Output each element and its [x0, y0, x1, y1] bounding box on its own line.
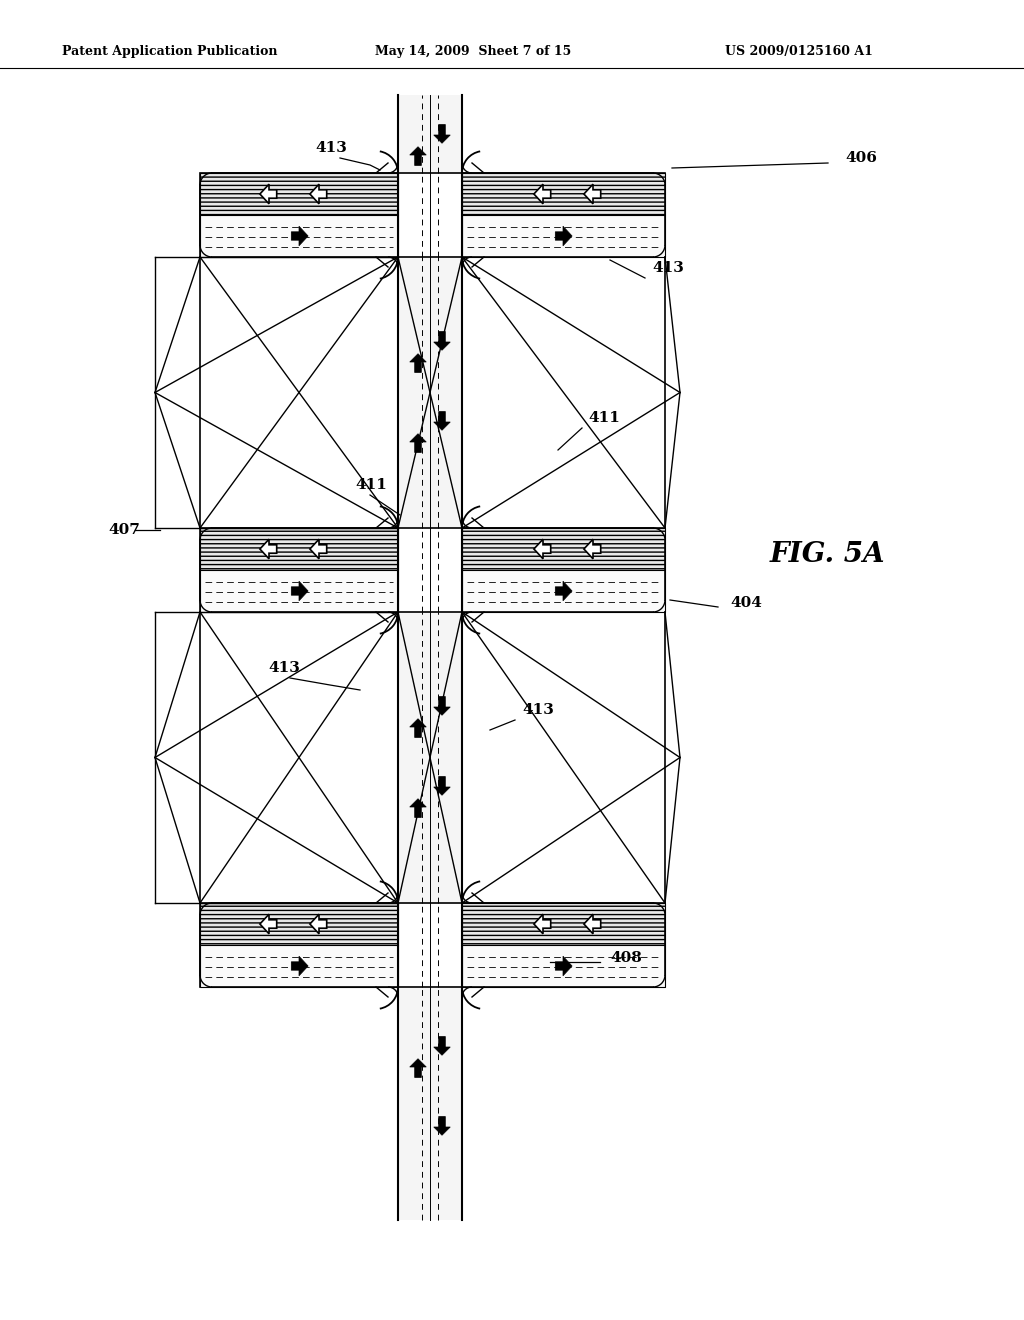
Polygon shape	[555, 956, 572, 975]
Bar	[200, 173, 398, 257]
Polygon shape	[584, 185, 601, 203]
Bar	[398, 173, 462, 257]
Polygon shape	[555, 581, 572, 601]
Bar	[200, 945, 398, 987]
Bar	[200, 570, 398, 612]
Polygon shape	[434, 331, 451, 350]
Bar	[398, 903, 462, 987]
Polygon shape	[291, 581, 308, 601]
Polygon shape	[584, 915, 601, 933]
Polygon shape	[410, 799, 426, 817]
Text: US 2009/0125160 A1: US 2009/0125160 A1	[725, 45, 872, 58]
Text: 411: 411	[588, 411, 620, 425]
Text: 413: 413	[315, 141, 347, 154]
Bar	[200, 528, 398, 612]
Text: 413: 413	[268, 661, 300, 675]
Text: 413: 413	[652, 261, 684, 275]
Bar	[398, 612, 462, 903]
Polygon shape	[534, 539, 551, 558]
Polygon shape	[434, 412, 451, 430]
Bar	[462, 570, 665, 612]
Bar	[200, 903, 398, 945]
Polygon shape	[291, 226, 308, 246]
Polygon shape	[555, 226, 572, 246]
Polygon shape	[410, 719, 426, 738]
Bar	[398, 987, 462, 1220]
Text: 404: 404	[730, 597, 762, 610]
Bar	[462, 173, 665, 215]
Bar	[462, 945, 665, 987]
Polygon shape	[310, 539, 327, 558]
Polygon shape	[260, 185, 276, 203]
Polygon shape	[434, 776, 451, 795]
Bar	[462, 903, 665, 987]
Bar	[200, 903, 398, 987]
Polygon shape	[260, 915, 276, 933]
Bar	[398, 528, 462, 612]
Polygon shape	[410, 354, 426, 372]
Polygon shape	[260, 539, 276, 558]
Polygon shape	[434, 1117, 451, 1135]
Text: 406: 406	[845, 150, 877, 165]
Polygon shape	[434, 697, 451, 715]
Polygon shape	[534, 185, 551, 203]
Text: FIG. 5A: FIG. 5A	[770, 541, 886, 569]
Bar	[462, 173, 665, 257]
Polygon shape	[310, 185, 327, 203]
Text: 408: 408	[610, 950, 642, 965]
Polygon shape	[291, 956, 308, 975]
Bar	[200, 215, 398, 257]
Polygon shape	[434, 124, 451, 144]
Bar	[462, 528, 665, 570]
Bar	[200, 528, 398, 570]
Bar	[398, 257, 462, 528]
Bar	[462, 528, 665, 612]
Text: 411: 411	[355, 478, 387, 492]
Polygon shape	[534, 915, 551, 933]
Bar	[462, 215, 665, 257]
Text: 413: 413	[522, 704, 554, 717]
Bar	[462, 903, 665, 945]
Polygon shape	[434, 1036, 451, 1055]
Polygon shape	[584, 539, 601, 558]
Bar	[398, 95, 462, 173]
Text: Patent Application Publication: Patent Application Publication	[62, 45, 278, 58]
Text: 407: 407	[108, 523, 140, 537]
Text: May 14, 2009  Sheet 7 of 15: May 14, 2009 Sheet 7 of 15	[375, 45, 571, 58]
Polygon shape	[310, 915, 327, 933]
Bar	[200, 173, 398, 215]
Polygon shape	[410, 434, 426, 453]
Polygon shape	[410, 147, 426, 165]
Polygon shape	[410, 1059, 426, 1077]
